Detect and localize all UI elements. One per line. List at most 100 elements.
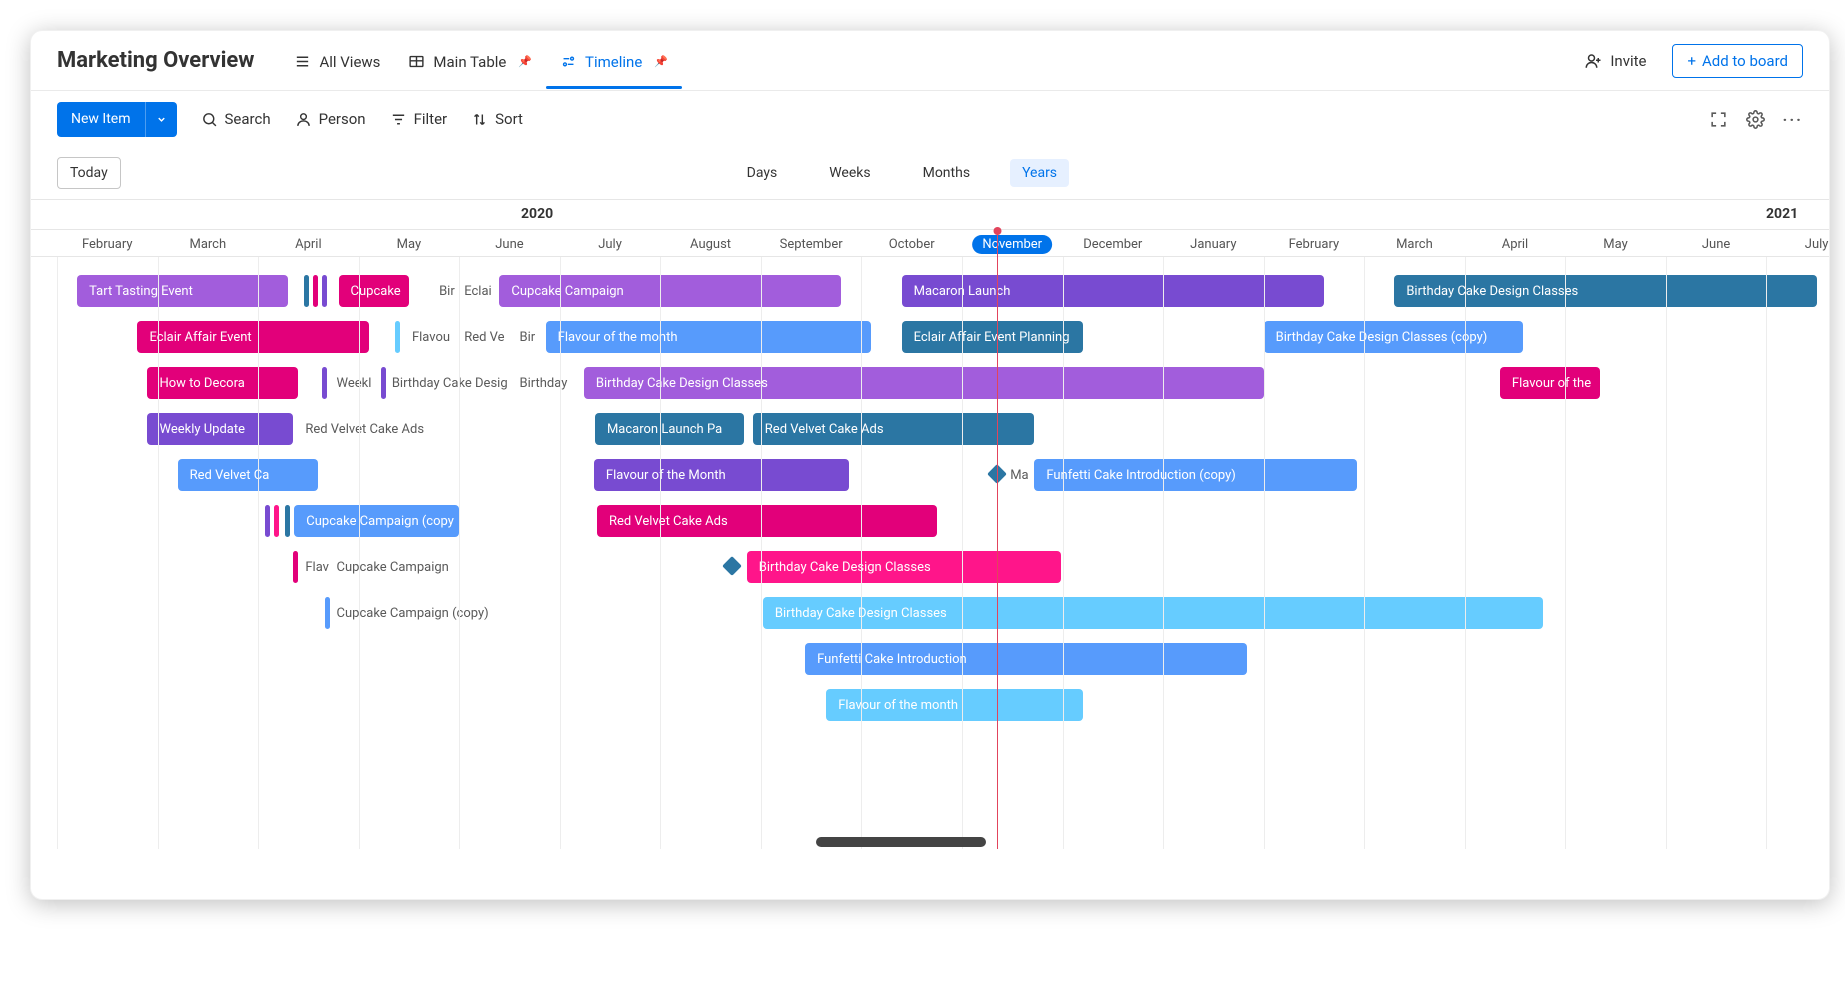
gridline xyxy=(158,257,159,849)
person-filter-button[interactable]: Person xyxy=(295,110,366,128)
invite-button[interactable]: Invite xyxy=(1572,45,1658,77)
month-label: September xyxy=(770,235,853,254)
timeline-row: Eclair Affair EventFlavouRed VeBirFlavou… xyxy=(31,315,1829,361)
timeline-bar[interactable]: Macaron Launch xyxy=(902,275,1324,307)
timeline-bar[interactable]: Red Velvet Ca xyxy=(178,459,319,491)
tab-label: Main Table xyxy=(433,53,506,71)
timeline-tick[interactable] xyxy=(304,275,309,307)
timeline-tick[interactable] xyxy=(381,367,386,399)
header: Marketing Overview All Views Main Table … xyxy=(31,31,1829,91)
gridline xyxy=(258,257,259,849)
timeline-tick[interactable] xyxy=(313,275,318,307)
timeline-row: Weekly Update Red Velvet Cake Ads Macaron … xyxy=(31,407,1829,453)
settings-icon[interactable] xyxy=(1746,110,1765,129)
timeline-tick[interactable] xyxy=(293,551,298,583)
gridline xyxy=(1565,257,1566,849)
month-label: December xyxy=(1073,235,1152,254)
pin-icon: 📌 xyxy=(654,55,668,68)
year-label: 2020 xyxy=(521,206,553,222)
tab-all-views[interactable]: All Views xyxy=(280,35,394,87)
overflow-label: Eclai xyxy=(464,275,491,307)
month-label: July xyxy=(1795,235,1830,254)
gridline xyxy=(459,257,460,849)
gridline xyxy=(1666,257,1667,849)
timeline-bar[interactable]: Birthday Cake Design Classes xyxy=(584,367,1264,399)
scale-option-weeks[interactable]: Weeks xyxy=(817,159,882,187)
fullscreen-icon[interactable] xyxy=(1709,110,1728,129)
new-item-dropdown[interactable] xyxy=(145,102,177,137)
filter-icon xyxy=(390,111,407,128)
today-button[interactable]: Today xyxy=(57,157,121,189)
timeline-row: Tart Tasting EventCupcakeBirEclaiCupcake… xyxy=(31,269,1829,315)
timeline-bar[interactable]: Eclair Affair Event Planning xyxy=(902,321,1083,353)
scale-option-days[interactable]: Days xyxy=(735,159,790,187)
month-label: June xyxy=(1692,235,1740,254)
gridline xyxy=(1063,257,1064,849)
timeline-bar[interactable]: Cupcake Campaign xyxy=(499,275,841,307)
month-label: August xyxy=(680,235,741,254)
gridline xyxy=(660,257,661,849)
timeline-bar[interactable]: Eclair Affair Event xyxy=(137,321,368,353)
month-label: November xyxy=(972,235,1052,254)
overflow-label: Weekl xyxy=(337,367,372,399)
timeline-tick[interactable] xyxy=(325,597,330,629)
add-to-board-button[interactable]: + Add to board xyxy=(1672,44,1803,78)
new-item-button[interactable]: New Item xyxy=(57,102,177,137)
timeline-bar[interactable]: Tart Tasting Event xyxy=(77,275,288,307)
year-axis: 2020 2021 xyxy=(31,199,1829,229)
timeline-bar[interactable]: Funfetti Cake Introduction xyxy=(805,643,1247,675)
overflow-label: Flav xyxy=(305,551,329,583)
tab-main-table[interactable]: Main Table 📌 xyxy=(394,35,546,87)
timeline-bar[interactable]: Birthday Cake Design Classes (copy) xyxy=(1264,321,1523,353)
tab-timeline[interactable]: Timeline 📌 xyxy=(546,35,682,87)
horizontal-scrollbar-thumb[interactable] xyxy=(816,837,986,847)
timeline-bar[interactable]: How to Decora xyxy=(147,367,298,399)
timeline-bar[interactable]: Flavour of the month xyxy=(826,689,1082,721)
month-label: January xyxy=(1180,235,1246,254)
search-button[interactable]: Search xyxy=(201,110,271,128)
gridline xyxy=(761,257,762,849)
filter-button[interactable]: Filter xyxy=(390,110,448,128)
month-label: April xyxy=(285,235,332,254)
milestone-marker[interactable] xyxy=(722,556,742,576)
timeline-tick[interactable] xyxy=(285,505,290,537)
sort-button[interactable]: Sort xyxy=(471,110,523,128)
scale-option-years[interactable]: Years xyxy=(1010,159,1069,187)
timeline-bar[interactable]: Red Velvet Cake Ads xyxy=(597,505,937,537)
timeline-bar[interactable]: Macaron Launch Pa xyxy=(595,413,744,445)
timeline-bar[interactable]: Birthday Cake Design Classes xyxy=(747,551,1062,583)
timeline-bar[interactable]: Cupcake Campaign (copy xyxy=(294,505,459,537)
timeline-row: Cupcake Campaign (copy)Birthday Cake Des… xyxy=(31,591,1829,637)
timeline-bar[interactable]: Red Velvet Cake Ads xyxy=(753,413,1035,445)
timeline-bar[interactable]: Flavour of the xyxy=(1500,367,1601,399)
more-icon[interactable]: ··· xyxy=(1783,110,1803,129)
timeline-bar[interactable]: Cupcake xyxy=(339,275,409,307)
toolbar: New Item Search Person Filter Sort ··· xyxy=(31,91,1829,147)
month-label: February xyxy=(1279,235,1350,254)
month-label: March xyxy=(179,235,236,254)
month-label: March xyxy=(1386,235,1443,254)
scale-option-months[interactable]: Months xyxy=(911,159,982,187)
timeline-tick[interactable] xyxy=(322,275,327,307)
timeline-bar[interactable]: Funfetti Cake Introduction (copy) xyxy=(1034,459,1357,491)
timeline-bar[interactable]: Weekly Update xyxy=(147,413,293,445)
timeline-canvas[interactable]: 20202021 FebruaryMarchAprilMayJuneJulyAu… xyxy=(31,199,1829,849)
month-label: July xyxy=(588,235,632,254)
timeline-bar[interactable]: Birthday Cake Design Classes xyxy=(763,597,1543,629)
overflow-label: Birthday Cake Desig xyxy=(392,367,508,399)
timeline-row: FlavCupcake CampaignBirthday Cake Design… xyxy=(31,545,1829,591)
gridline xyxy=(359,257,360,849)
filter-label: Filter xyxy=(414,110,448,128)
timeline-tick[interactable] xyxy=(274,505,279,537)
timeline-tick[interactable] xyxy=(322,367,327,399)
overflow-label: Bir xyxy=(520,321,536,353)
timeline-tick[interactable] xyxy=(265,505,270,537)
timeline-bar[interactable]: Flavour of the month xyxy=(546,321,872,353)
gridline xyxy=(57,257,58,849)
timeline-tick[interactable] xyxy=(395,321,400,353)
timeline-bar[interactable]: Birthday Cake Design Classes xyxy=(1394,275,1816,307)
gridline xyxy=(1766,257,1767,849)
timeline-bar[interactable]: Flavour of the Month xyxy=(594,459,849,491)
year-label: 2021 xyxy=(1766,206,1798,222)
sort-label: Sort xyxy=(495,110,523,128)
